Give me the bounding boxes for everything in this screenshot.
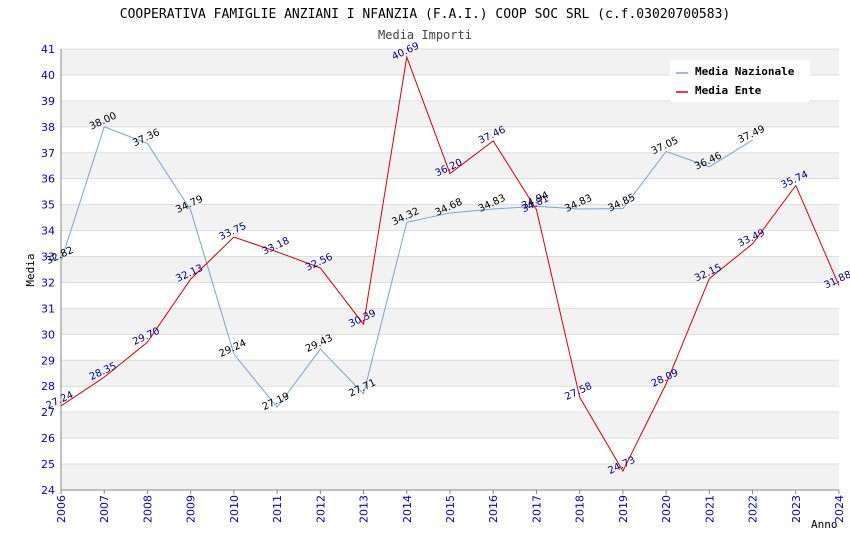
x-tick-label: 2015	[444, 495, 457, 523]
series-line-media-nazionale	[60, 126, 753, 409]
y-tick-label: 30	[41, 328, 55, 341]
x-tick-label: 2012	[314, 495, 327, 523]
grid-band	[61, 464, 839, 490]
y-tick-label: 37	[41, 147, 55, 160]
legend-label-media-nazionale: Media Nazionale	[695, 65, 795, 78]
series-lines	[60, 55, 840, 473]
series-line-media-ente	[60, 55, 840, 473]
y-tick-label: 38	[41, 121, 55, 134]
y-tick-label: 27	[41, 406, 55, 419]
grid-band	[61, 152, 839, 179]
x-tick-label: 2019	[617, 495, 630, 523]
x-tick-label: 2014	[401, 495, 414, 523]
y-tick-label: 28	[41, 380, 55, 393]
x-tick-label: 2018	[574, 495, 587, 523]
grid-band	[61, 100, 839, 127]
grid-band	[61, 308, 839, 335]
x-tick-label: 2013	[358, 495, 371, 523]
grid-bands	[61, 49, 839, 490]
y-tick-label: 40	[41, 69, 55, 82]
y-tick-label: 41	[41, 43, 55, 56]
x-tick-label: 2006	[55, 495, 68, 523]
y-tick-label: 29	[41, 354, 55, 367]
grid-band	[61, 360, 839, 387]
y-tick-label: 26	[41, 432, 55, 445]
x-tick-label: 2020	[660, 495, 673, 523]
y-tick-label: 33	[41, 251, 55, 264]
y-tick-label: 36	[41, 173, 55, 186]
data-label: 37.36	[131, 127, 162, 149]
data-label: 29.43	[304, 333, 335, 355]
data-label: 27.19	[261, 391, 292, 413]
y-tick-label: 24	[41, 484, 55, 497]
x-tick-label: 2007	[98, 495, 111, 523]
y-tick-label: 25	[41, 458, 55, 471]
x-tick-label: 2010	[228, 495, 241, 523]
x-tick-label: 2017	[530, 495, 543, 523]
data-label: 33.18	[261, 236, 292, 258]
data-label: 37.46	[477, 125, 508, 147]
data-label: 29.24	[218, 338, 249, 360]
x-tick-labels: 2006 2007 2008 2009 2010 2011 2012 2013 2014 2015…	[55, 495, 846, 523]
y-tick-labels: 24 25 26 27 28 29 30 31 32 33 34 35 36 37 38 39 40 41	[41, 43, 55, 497]
x-tick-label: 2024	[833, 495, 846, 523]
x-tick-label: 2016	[487, 495, 500, 523]
chart-title: COOPERATIVA FAMIGLIE ANZIANI I NFANZIA (…	[120, 7, 730, 22]
grid-lines	[61, 48, 839, 491]
x-tick-label: 2009	[185, 495, 198, 523]
chart-subtitle: Media Importi	[378, 28, 472, 42]
axes	[60, 49, 840, 494]
y-tick-label: 32	[41, 276, 55, 289]
y-tick-label: 31	[41, 302, 55, 315]
x-axis-label: Anno	[811, 518, 838, 531]
legend: Media Nazionale Media Ente	[670, 60, 810, 102]
y-tick-label: 34	[41, 225, 55, 238]
y-tick-label: 39	[41, 95, 55, 108]
grid-band	[61, 204, 839, 231]
y-tick-label: 35	[41, 199, 55, 212]
legend-box	[670, 60, 810, 102]
y-axis-label: Media	[24, 253, 37, 286]
x-tick-label: 2022	[747, 495, 760, 523]
grid-band	[61, 412, 839, 439]
x-tick-label: 2008	[141, 495, 154, 523]
x-tick-label: 2021	[703, 495, 716, 523]
legend-label-media-ente: Media Ente	[695, 84, 762, 97]
x-tick-label: 2023	[790, 495, 803, 523]
x-tick-label: 2011	[271, 495, 284, 523]
